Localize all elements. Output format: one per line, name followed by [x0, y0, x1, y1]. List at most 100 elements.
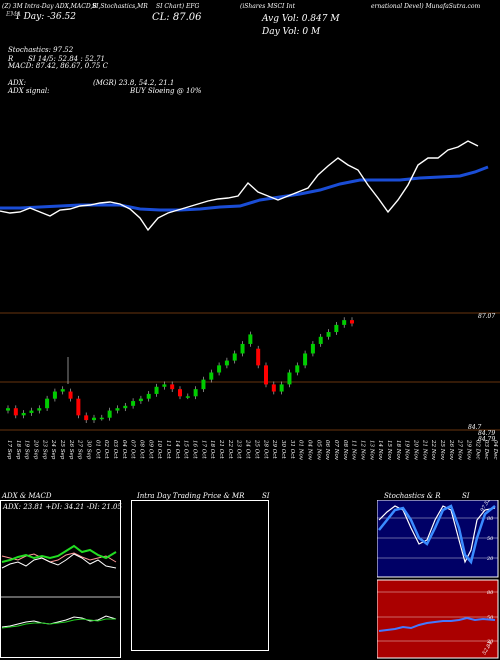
date-tick-label: 31 Oct — [289, 440, 295, 459]
adx-panel-frame — [0, 500, 121, 658]
date-tick-label: 17 Sep — [6, 440, 12, 460]
date-tick-label: 07 Oct — [130, 440, 136, 459]
candle-up — [201, 379, 206, 390]
date-tick-label: 30 Sep — [86, 440, 92, 460]
candle-up — [60, 389, 65, 392]
price-axis-bottom-2: 84.79 — [478, 430, 496, 437]
buy-signal: BUY Sloeing @ 10% — [130, 87, 202, 95]
candle-up — [115, 408, 120, 411]
date-tick-label: 29 Nov — [465, 439, 471, 461]
header-line-1b: SI,Stochastics,MR — [92, 3, 148, 10]
macd-signal-line — [1, 618, 116, 629]
candle-up — [138, 398, 143, 402]
date-tick-label: 03 Dec — [483, 440, 489, 460]
header-line-1: (Z) 3M Intra-Day ADX,MACD,B — [2, 3, 97, 10]
date-tick-label: 28 Oct — [262, 439, 268, 459]
candle-up — [162, 384, 167, 387]
adx-signal-label: ADX signal: — [8, 87, 50, 95]
date-tick-label: 25 Oct — [253, 439, 259, 459]
adx-panel-title: ADX & MACD — [2, 492, 52, 500]
intraday-panel-frame — [131, 500, 269, 651]
candle-up — [303, 353, 308, 366]
candle-up — [107, 410, 112, 418]
date-tick-label: 04 Nov — [306, 440, 312, 461]
candle-up — [217, 365, 222, 373]
date-tick-label: 02 Oct — [103, 440, 109, 459]
intra-panel-title-2: SI — [262, 492, 270, 500]
date-tick-label: 22 Oct — [227, 439, 233, 459]
date-tick-label: 14 Oct — [174, 440, 180, 459]
candle-up — [326, 332, 331, 337]
candle-up — [123, 405, 128, 409]
date-tick-label: 04 Oct — [121, 440, 127, 459]
candle-up — [37, 408, 42, 411]
rsi-value: SI 14/5: 52.84 : 52.71 — [28, 55, 105, 63]
candle-up — [21, 412, 26, 416]
candle-up — [131, 401, 136, 406]
date-tick-label: 12 Nov — [359, 440, 365, 461]
avg-volume: Avg Vol: 0.847 M — [262, 14, 340, 24]
adx-panel — [0, 500, 121, 658]
rsi-tick-50: 50 — [487, 615, 494, 621]
date-tick-label: 20 Nov — [412, 439, 418, 461]
candle-up — [334, 324, 339, 333]
candle-up — [45, 398, 50, 409]
adx-label: ADX: — [8, 79, 27, 87]
date-tick-label: 07 Nov — [333, 440, 339, 461]
stochastics-value: Stochastics: 97.52 — [8, 46, 74, 54]
date-tick-label: 08 Oct — [139, 440, 145, 459]
date-tick-label: 21 Nov — [421, 439, 427, 461]
date-tick-label: 20 Sep — [33, 439, 39, 460]
mgr-value: (MGR) 23.8, 54.2, 21.1 — [93, 79, 175, 87]
price-line — [0, 140, 479, 232]
date-tick-label: 21 Oct — [218, 439, 224, 459]
stoch-panel-title-2: SI — [462, 492, 470, 500]
candle-down — [13, 408, 18, 416]
date-tick-label: 03 Oct — [112, 440, 118, 459]
adx-line — [1, 553, 117, 569]
adx-panel-values: ADX: 23.81 +DI: 34.21 -DI: 21.05 — [3, 503, 122, 511]
rsi-tick-80: 80 — [487, 590, 494, 596]
candle-up — [224, 360, 229, 366]
date-tick-label: 17 Oct — [200, 440, 206, 459]
r-prefix: R — [8, 55, 14, 63]
candle-up — [287, 372, 292, 385]
stoch-tick-50: 50 — [487, 536, 494, 542]
header-line-1e: ernational Devel) MunafaSutra.com — [371, 3, 481, 10]
candle-up — [248, 334, 253, 344]
date-tick-label: 16 Oct — [192, 440, 198, 459]
stoch-tick-80: 80 — [487, 516, 494, 522]
date-tick-label: 15 Oct — [183, 440, 189, 459]
date-tick-label: 14 Nov — [377, 440, 383, 461]
date-tick-label: 05 Nov — [315, 440, 321, 461]
candle-up — [232, 353, 237, 361]
date-tick-label: 25 Sep — [59, 439, 65, 460]
date-tick-label: 13 Nov — [368, 440, 374, 461]
date-tick-label: 18 Oct — [209, 440, 215, 459]
plus-di-line — [1, 544, 117, 563]
stoch-line — [378, 504, 496, 565]
date-tick-label: 18 Nov — [395, 440, 401, 461]
date-tick-label: 26 Sep — [68, 439, 74, 460]
date-tick-label: 04 Dec — [492, 440, 498, 460]
candle-up — [279, 384, 284, 392]
candle-down — [178, 389, 182, 397]
candle-up — [342, 320, 347, 325]
price-axis-bottom-3: 84.79 — [478, 436, 496, 443]
date-tick-label: 09 Oct — [147, 440, 153, 459]
candle-down — [68, 391, 73, 399]
candle-down — [350, 320, 354, 324]
date-tick-label: 01 Oct — [94, 440, 100, 459]
rsi-tick-20: 20 — [486, 639, 494, 645]
minus-di-line — [1, 552, 117, 563]
date-tick-label: 11 Oct — [165, 440, 171, 459]
candle-up — [29, 410, 34, 413]
candle-up — [52, 391, 57, 399]
candle-down — [84, 415, 89, 421]
candle-down — [170, 384, 175, 390]
candle-down — [264, 365, 268, 385]
date-tick-label: 01 Nov — [298, 440, 304, 461]
price-axis-top: 87.07 — [478, 313, 496, 320]
ema-label: EMA — [6, 11, 21, 18]
